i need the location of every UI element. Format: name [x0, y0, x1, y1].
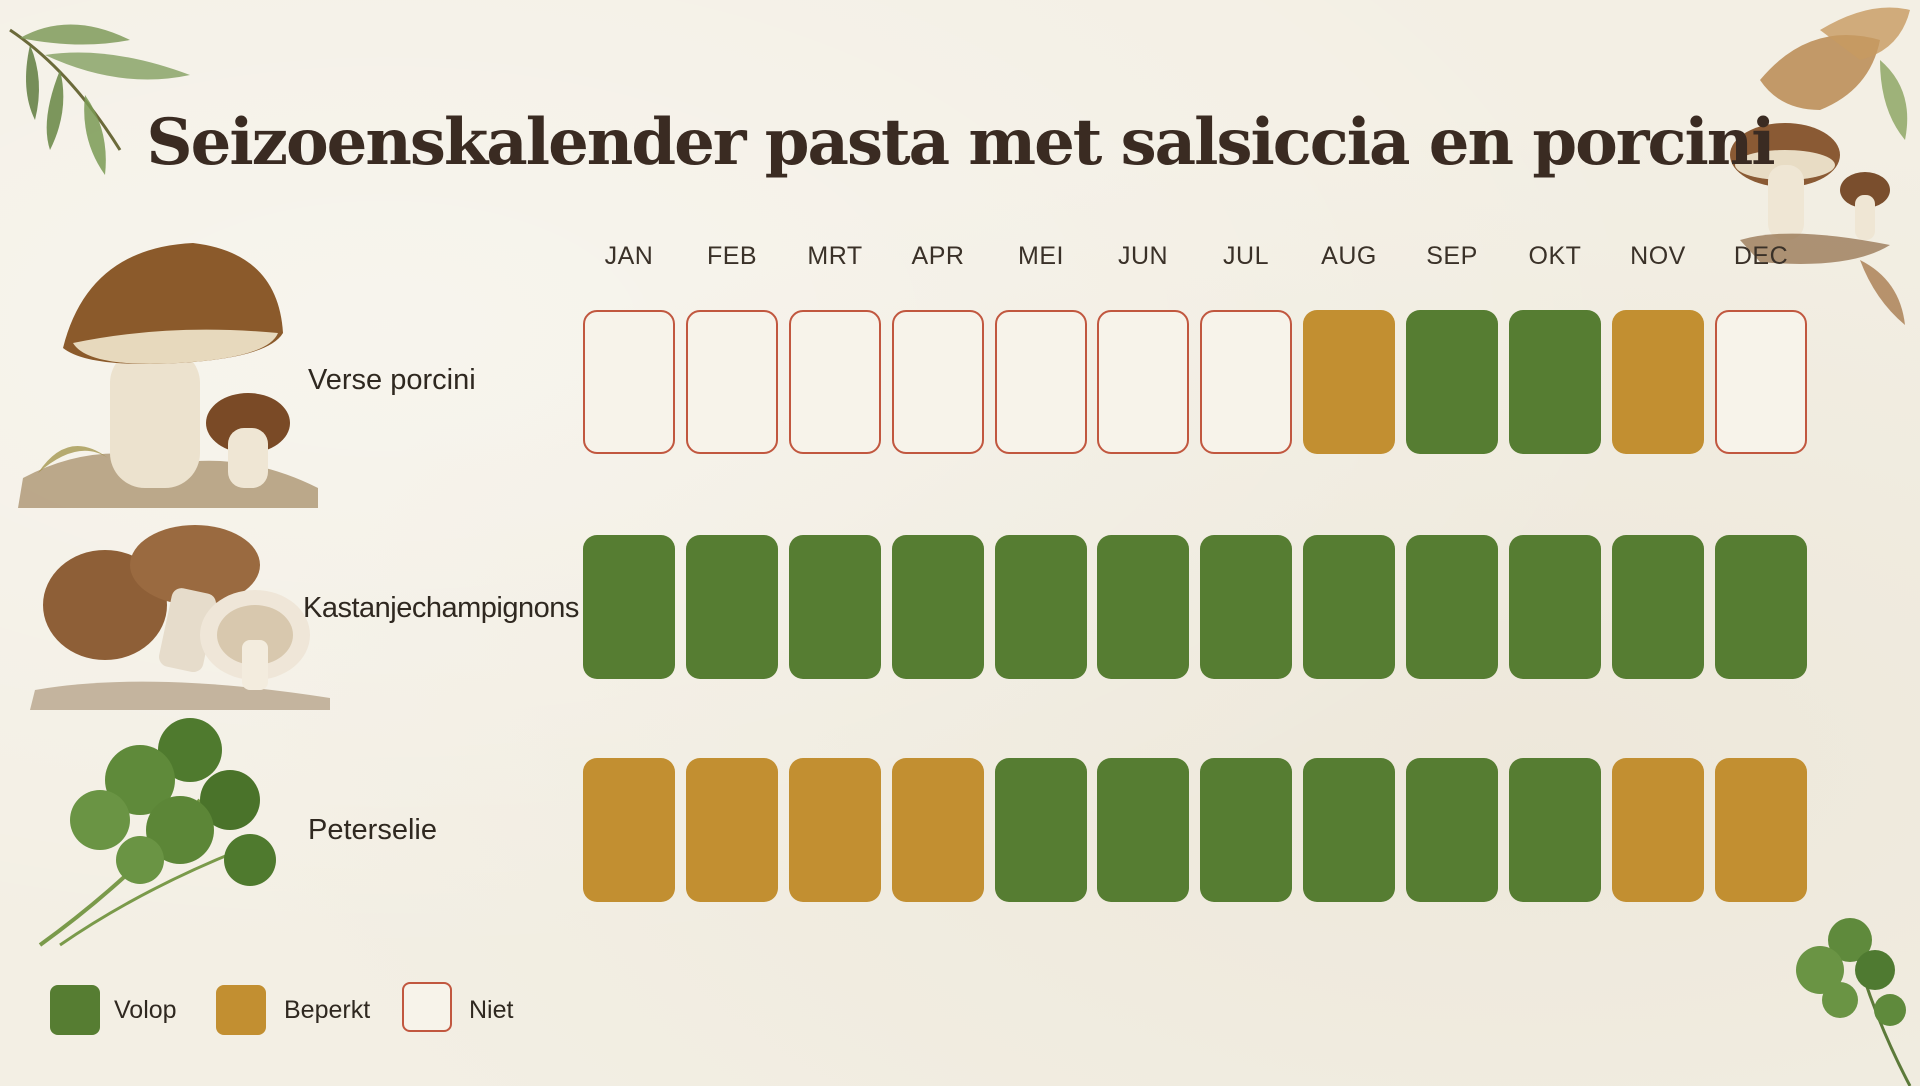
- calendar-cell-volop: [686, 535, 778, 679]
- calendar-cell-beperkt: [892, 758, 984, 902]
- chestnut-mushroom-illustration: [30, 525, 330, 710]
- legend-label-volop: Volop: [114, 996, 177, 1024]
- month-label: MEI: [1018, 242, 1064, 270]
- legend-label-beperkt: Beperkt: [284, 996, 371, 1024]
- calendar-cell-volop: [583, 535, 675, 679]
- calendar-cell-volop: [995, 758, 1087, 902]
- oak-leaves-mushrooms-illustration: [1730, 7, 1910, 325]
- calendar-cell-niet: [1097, 310, 1189, 454]
- calendar-cell-beperkt: [789, 758, 881, 902]
- legend-swatch-beperkt: [216, 985, 266, 1035]
- parsley-illustration: [38, 718, 276, 947]
- page-title: Seizoenskalender pasta met salsiccia en …: [146, 104, 1775, 180]
- calendar-cell-volop: [1612, 535, 1704, 679]
- calendar-cell-beperkt: [583, 758, 675, 902]
- legend-swatch-niet: [402, 982, 452, 1032]
- calendar-cell-volop: [1509, 535, 1601, 679]
- porcini-mushroom-illustration: [18, 243, 318, 508]
- olive-branch-illustration: [9, 24, 190, 175]
- calendar-cell-volop: [1097, 758, 1189, 902]
- calendar-cell-volop: [1509, 758, 1601, 902]
- calendar-cell-beperkt: [1715, 758, 1807, 902]
- month-label: FEB: [706, 242, 758, 270]
- calendar-cell-niet: [1200, 310, 1292, 454]
- calendar-cell-volop: [1715, 535, 1807, 679]
- month-label: NOV: [1630, 242, 1686, 270]
- calendar-cell-niet: [789, 310, 881, 454]
- calendar-cell-niet: [686, 310, 778, 454]
- month-label: AUG: [1321, 242, 1377, 270]
- calendar-cell-volop: [1406, 535, 1498, 679]
- calendar-cell-niet: [583, 310, 675, 454]
- calendar-cell-beperkt: [686, 758, 778, 902]
- calendar-cell-volop: [1406, 310, 1498, 454]
- legend-swatch-volop: [50, 985, 100, 1035]
- row-label-kastanjechampignons: Kastanjechampignons: [303, 592, 579, 624]
- legend-label-niet: Niet: [469, 996, 514, 1024]
- calendar-cell-niet: [1715, 310, 1807, 454]
- row-label-peterselie: Peterselie: [308, 814, 437, 846]
- calendar-cell-volop: [1509, 310, 1601, 454]
- calendar-cell-niet: [995, 310, 1087, 454]
- month-label: SEP: [1426, 242, 1478, 270]
- calendar-cell-beperkt: [1612, 758, 1704, 902]
- parsley-sprig-illustration: [1796, 918, 1912, 1086]
- month-label: JUL: [1223, 242, 1269, 270]
- calendar-cell-beperkt: [1303, 310, 1395, 454]
- calendar-cell-volop: [1200, 535, 1292, 679]
- calendar-cell-niet: [892, 310, 984, 454]
- month-label: APR: [911, 242, 965, 270]
- calendar-cell-beperkt: [1612, 310, 1704, 454]
- calendar-cell-volop: [1406, 758, 1498, 902]
- calendar-cell-volop: [1303, 758, 1395, 902]
- month-label: MRT: [807, 242, 863, 270]
- calendar-cell-volop: [892, 535, 984, 679]
- calendar-cell-volop: [1303, 535, 1395, 679]
- calendar-cell-volop: [789, 535, 881, 679]
- month-label: JAN: [604, 242, 654, 270]
- calendar-cell-volop: [1200, 758, 1292, 902]
- row-label-verse-porcini: Verse porcini: [308, 364, 476, 396]
- month-label: OKT: [1528, 242, 1582, 270]
- calendar-cell-volop: [995, 535, 1087, 679]
- calendar-cell-volop: [1097, 535, 1189, 679]
- month-label: JUN: [1117, 242, 1169, 270]
- month-label: DEC: [1733, 242, 1789, 270]
